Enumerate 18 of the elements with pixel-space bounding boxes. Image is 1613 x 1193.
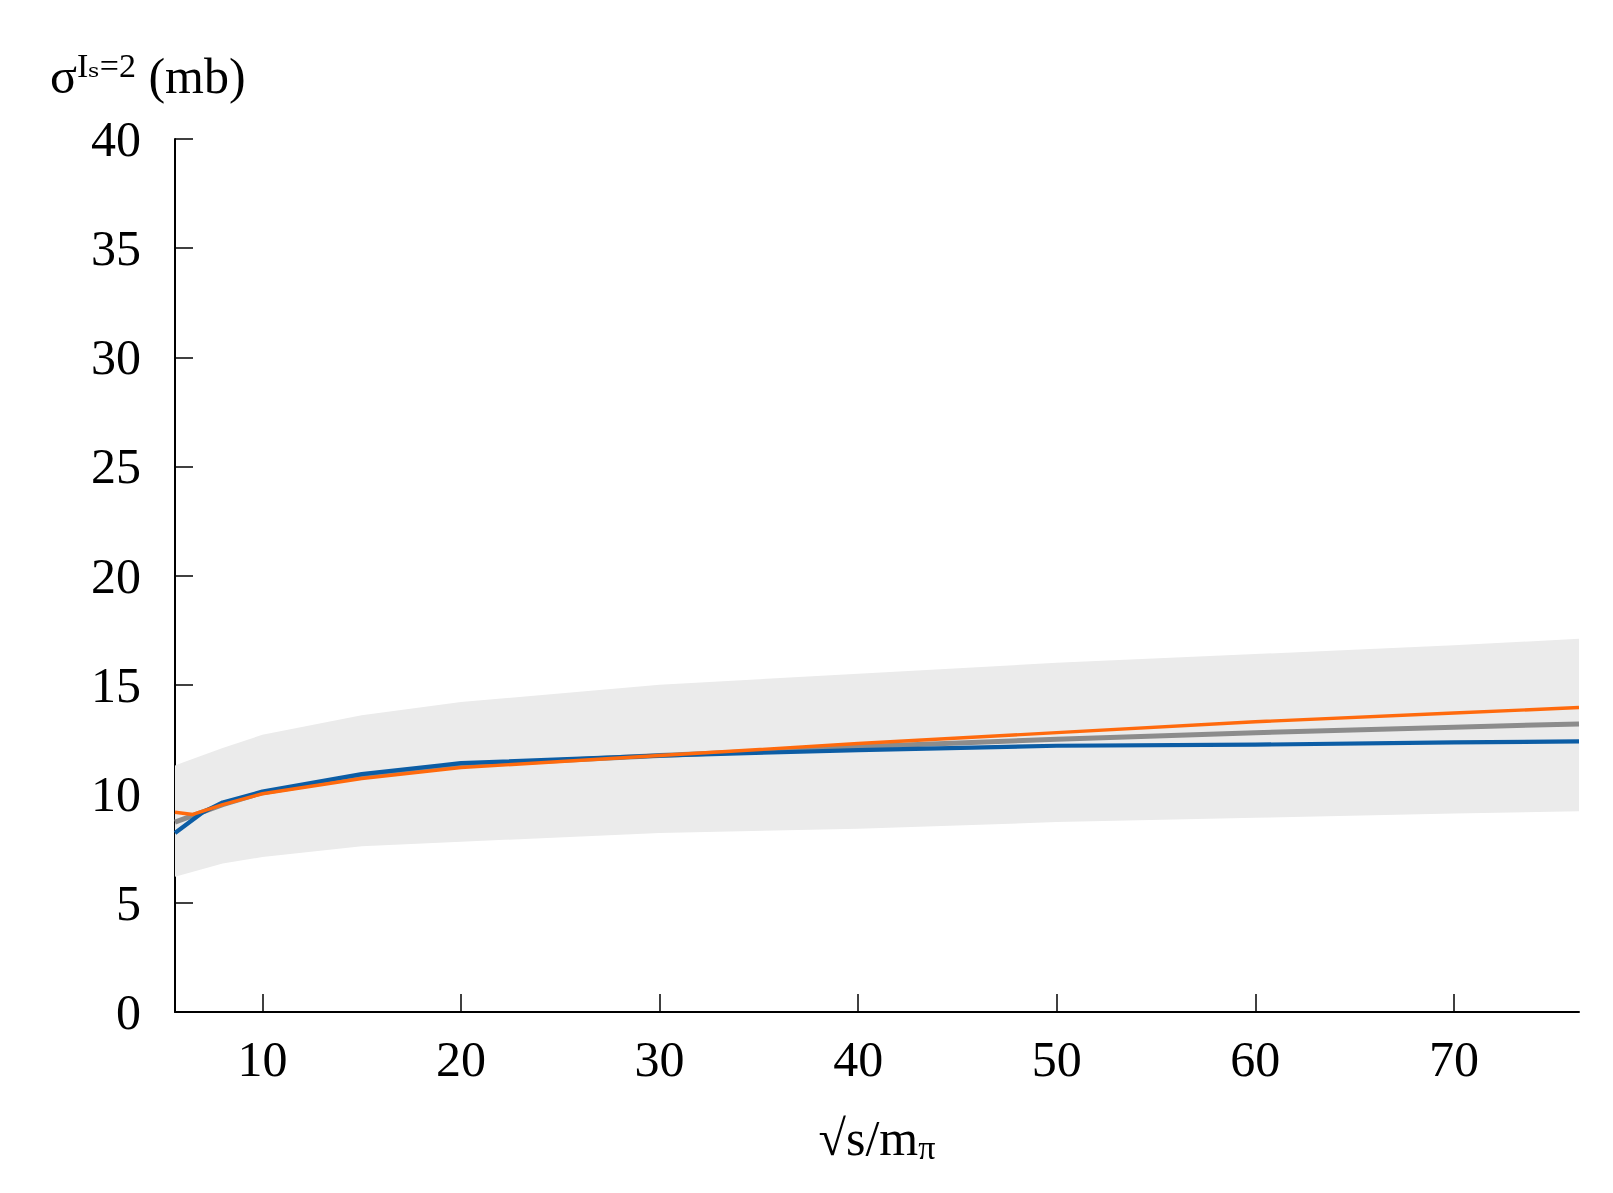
x-tick-label: 60 xyxy=(1230,1031,1281,1087)
y-tick-label: 0 xyxy=(116,984,141,1040)
x-tick-label: 20 xyxy=(435,1031,486,1087)
y-tick-label: 5 xyxy=(116,874,141,931)
y-tick-label: 25 xyxy=(91,438,141,495)
x-tick-label: 70 xyxy=(1428,1031,1479,1087)
y-tick-label: 10 xyxy=(91,765,141,822)
line-series xyxy=(173,705,1581,817)
x-tick-label: 30 xyxy=(634,1031,685,1087)
x-tick-label: 10 xyxy=(237,1031,288,1087)
y-tick-label: 20 xyxy=(91,547,141,604)
y-tick-label: 30 xyxy=(91,329,141,386)
y-tick-label: 40 xyxy=(91,111,141,167)
x-tick-label: 50 xyxy=(1031,1031,1082,1087)
x-tick-label: 40 xyxy=(833,1031,884,1087)
y-tick-label: 15 xyxy=(91,656,141,713)
y-tick-label: 35 xyxy=(91,220,141,277)
x-axis-title: √s/mπ xyxy=(818,1110,936,1166)
